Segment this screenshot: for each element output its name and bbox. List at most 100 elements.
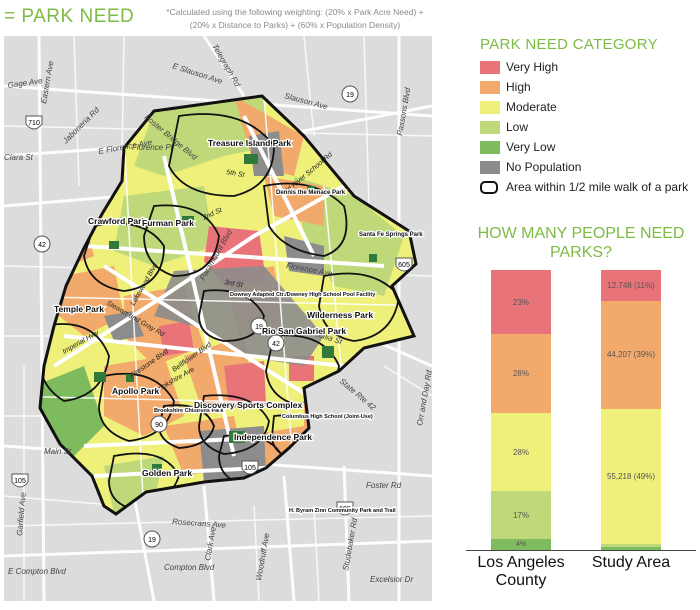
street-e-compton: E Compton Blvd [8, 567, 66, 576]
park-label-temple: Temple Park [54, 304, 104, 314]
shield-i105b: 105 [14, 478, 26, 485]
legend-swatch-very-high [480, 60, 500, 74]
legend-label-walk-area: Area within 1/2 mile walk of a park [506, 180, 689, 194]
bar-segment-very-high: 23% [491, 270, 551, 335]
street-orr-and-day: Orr and Day Rd [415, 369, 432, 426]
park-label-golden: Golden Park [142, 468, 192, 478]
legend-label-high: High [506, 80, 531, 94]
legend-swatch-very-low [480, 140, 500, 154]
bar-segment-very-low: 4% [491, 538, 551, 550]
legend-label-very-low: Very Low [506, 140, 556, 154]
street-compton-blvd: Compton Blvd [164, 563, 215, 572]
park-label-wilderness: Wilderness Park [307, 310, 373, 320]
street-jaboneria: Jaboneria Rd [60, 105, 101, 146]
data-label: 55,218 (49%) [606, 472, 656, 482]
legend-label-very-high: Very High [506, 60, 559, 74]
street-main: Main St [44, 447, 72, 456]
shield-r19c: 19 [148, 537, 156, 544]
park-label-apollo: Apollo Park [112, 386, 160, 396]
street-rosecrans: Rosecrans Ave [172, 517, 227, 530]
park-label-brookshire: Brookshire Childrens Park [154, 408, 224, 414]
legend-swatch-moderate [480, 100, 500, 114]
park-label-furman: Furman Park [142, 218, 194, 228]
park-label-treasure: Treasure Island Park [208, 138, 291, 148]
park-label-independence: Independence Park [234, 432, 312, 442]
park-label-discovery: Discovery Sports Complex [194, 400, 302, 410]
category-label-los-angeles-county: Los Angeles County [477, 554, 565, 589]
street-clark: Clark Ave [203, 526, 218, 562]
bar-segment-low: 17% [491, 491, 551, 539]
data-label: 17% [512, 510, 529, 520]
street-clara: Clara St [4, 153, 34, 162]
street-fifth: 5th St [226, 169, 246, 179]
legend-item-very-low: Very Low [480, 137, 688, 157]
legend-item-moderate: Moderate [480, 97, 688, 117]
route-shields: 710 19 42 19 42 605 90 105 105 605 19 [11, 85, 413, 548]
legend-swatch-no-population [480, 160, 500, 174]
legend-item-very-high: Very High [480, 57, 688, 77]
shield-r19a: 19 [346, 92, 354, 99]
street-e-slauson: E Slauson Ave [171, 61, 224, 86]
population-stacked-bar-chart: 4% 17% 28% 28% 23% Los Angeles County 55,218 (… [466, 270, 696, 589]
weighting-note-line1: *Calculated using the following weightin… [166, 7, 424, 17]
legend-title: PARK NEED CATEGORY [480, 36, 658, 53]
street-third: 3rd St [224, 279, 245, 289]
shield-i605a: 605 [398, 262, 410, 269]
park-labels: Treasure Island Park Dennis the Menace P… [53, 137, 425, 516]
street-garfield: Garfield Ave [15, 491, 28, 536]
shield-r19b: 19 [255, 324, 263, 331]
street-florence-pl: Florence Pl [132, 143, 173, 152]
shield-r90: 90 [155, 422, 163, 429]
park-polygons [94, 154, 377, 474]
walk-area-outlines [40, 113, 400, 509]
park-label-columbus: Columbus High School (Joint-Use) [282, 414, 373, 420]
shield-i105a: 105 [244, 465, 256, 472]
park-label-dennis: Dennis the Menace Park [276, 190, 346, 196]
bar-segment-very-high: 12,748 (11%) [601, 270, 661, 301]
legend-label-no-population: No Population [506, 160, 582, 174]
legend-swatch-walk-area [480, 180, 498, 194]
park-label-zinn: H. Byram Zinn Community Park and Trail [289, 508, 396, 514]
shield-i605b: 605 [339, 506, 351, 513]
legend: Very High High Moderate Low Very Low No … [480, 57, 688, 197]
study-area-boundary [38, 94, 418, 516]
bar-segment-moderate: 28% [491, 412, 551, 492]
park-label-crawford: Crawford Park [88, 216, 146, 226]
legend-item-walk-area: Area within 1/2 mile walk of a park [480, 177, 688, 197]
park-label-santa-fe: Santa Fe Springs Park [359, 232, 423, 238]
data-label: 4% [515, 540, 527, 548]
shield-i710: 710 [28, 120, 40, 127]
street-state-rte-42: State Rte 42 [338, 377, 378, 413]
page-title: = PARK NEED [4, 6, 135, 27]
data-label: 28% [512, 369, 529, 379]
legend-item-no-population: No Population [480, 157, 688, 177]
data-label: 44,207 (39%) [606, 350, 656, 360]
bar-los-angeles-county: 4% 17% 28% 28% 23% [491, 270, 551, 550]
data-label: 28% [512, 447, 529, 457]
street-excelsior: Excelsior Dr [370, 575, 413, 584]
park-need-map[interactable]: 710 19 42 19 42 605 90 105 105 605 19 E … [4, 36, 432, 601]
legend-label-low: Low [506, 120, 529, 134]
street-foster: Foster Rd [366, 481, 402, 490]
legend-item-high: High [480, 77, 688, 97]
bar-study-area: 55,218 (49%) 44,207 (39%) 12,748 (11%) [601, 270, 661, 550]
park-label-rio-san-gabriel: Rio San Gabriel Park [262, 326, 346, 336]
data-label: 23% [512, 297, 529, 307]
legend-swatch-low [480, 120, 500, 134]
legend-swatch-high [480, 80, 500, 94]
legend-item-low: Low [480, 117, 688, 137]
legend-label-moderate: Moderate [506, 100, 557, 114]
chart-title: HOW MANY PEOPLE NEED PARKS? [477, 225, 685, 261]
shield-r42: 42 [38, 242, 46, 249]
category-label-study-area: Study Area [591, 554, 671, 571]
park-label-downey-adapted: Downey Adapted Ctr./Downey High School P… [230, 292, 376, 298]
svg-text:Treasure Island Park: Treasure Island Park [208, 138, 291, 148]
bar-segment-high: 28% [491, 334, 551, 413]
weighting-note-line2: (20% x Distance to Parks) + (60% x Popul… [189, 20, 401, 30]
shield-r42b: 42 [272, 341, 280, 348]
chart-baseline [466, 550, 696, 551]
bar-segment-very-low [601, 547, 661, 550]
bar-segment-high: 44,207 (39%) [601, 300, 661, 409]
data-label: 12,748 (11%) [607, 280, 655, 290]
weighting-note: *Calculated using the following weightin… [150, 6, 440, 32]
